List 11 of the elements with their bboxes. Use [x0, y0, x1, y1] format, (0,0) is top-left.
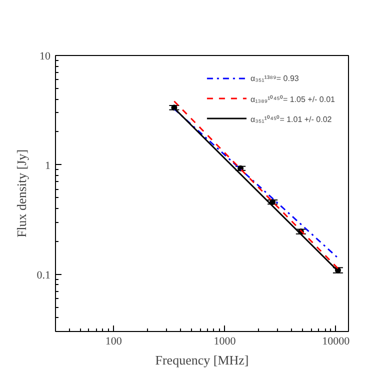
legend-label: α₃₅₁¹⁰⁴⁵⁰= 1.01 +/- 0.02: [250, 114, 332, 124]
x-tick-label: 1000: [214, 336, 236, 348]
y-axis-title: Flux density [Jy]: [14, 149, 29, 238]
y-tick-label: 10: [40, 50, 51, 62]
x-tick-label: 100: [105, 336, 122, 348]
x-axis-title: Frequency [MHz]: [155, 352, 249, 368]
y-tick-label: 0.1: [36, 269, 50, 282]
legend-label: α₃₅₁¹³⁸⁹= 0.93: [250, 74, 299, 82]
legend-label: α₁₃₈₉¹⁰⁴⁵⁰= 1.05 +/- 0.01: [250, 94, 335, 104]
x-tick-label: 10000: [322, 336, 350, 348]
y-tick-label: 1: [45, 160, 50, 172]
